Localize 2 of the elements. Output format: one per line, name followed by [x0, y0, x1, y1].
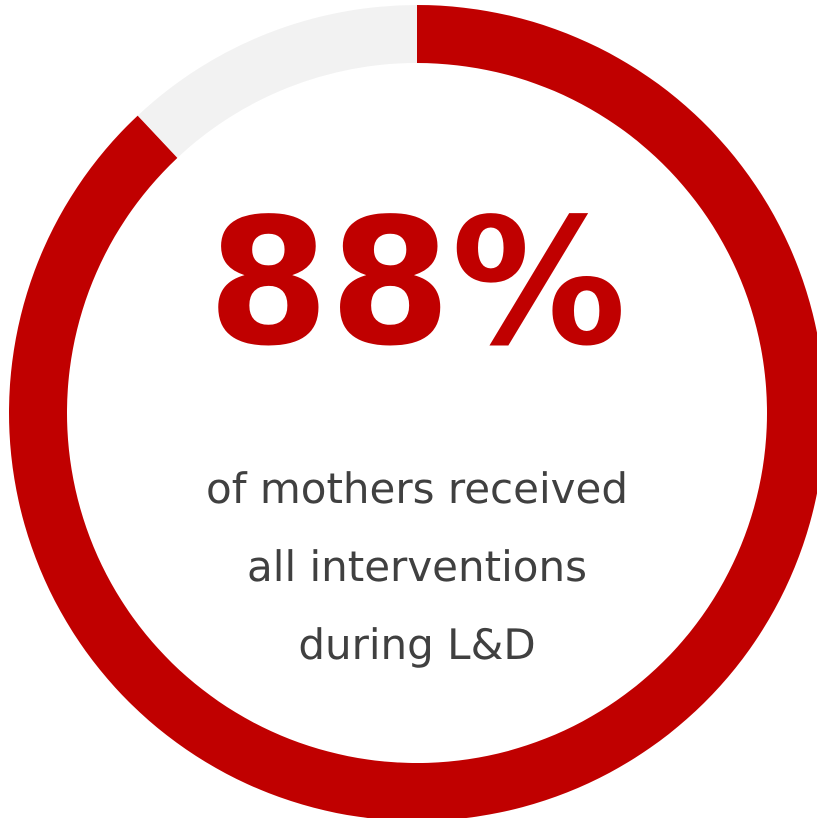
data-label: 88% [208, 182, 626, 385]
text: of mothers received all interventions during L&D [206, 464, 628, 669]
